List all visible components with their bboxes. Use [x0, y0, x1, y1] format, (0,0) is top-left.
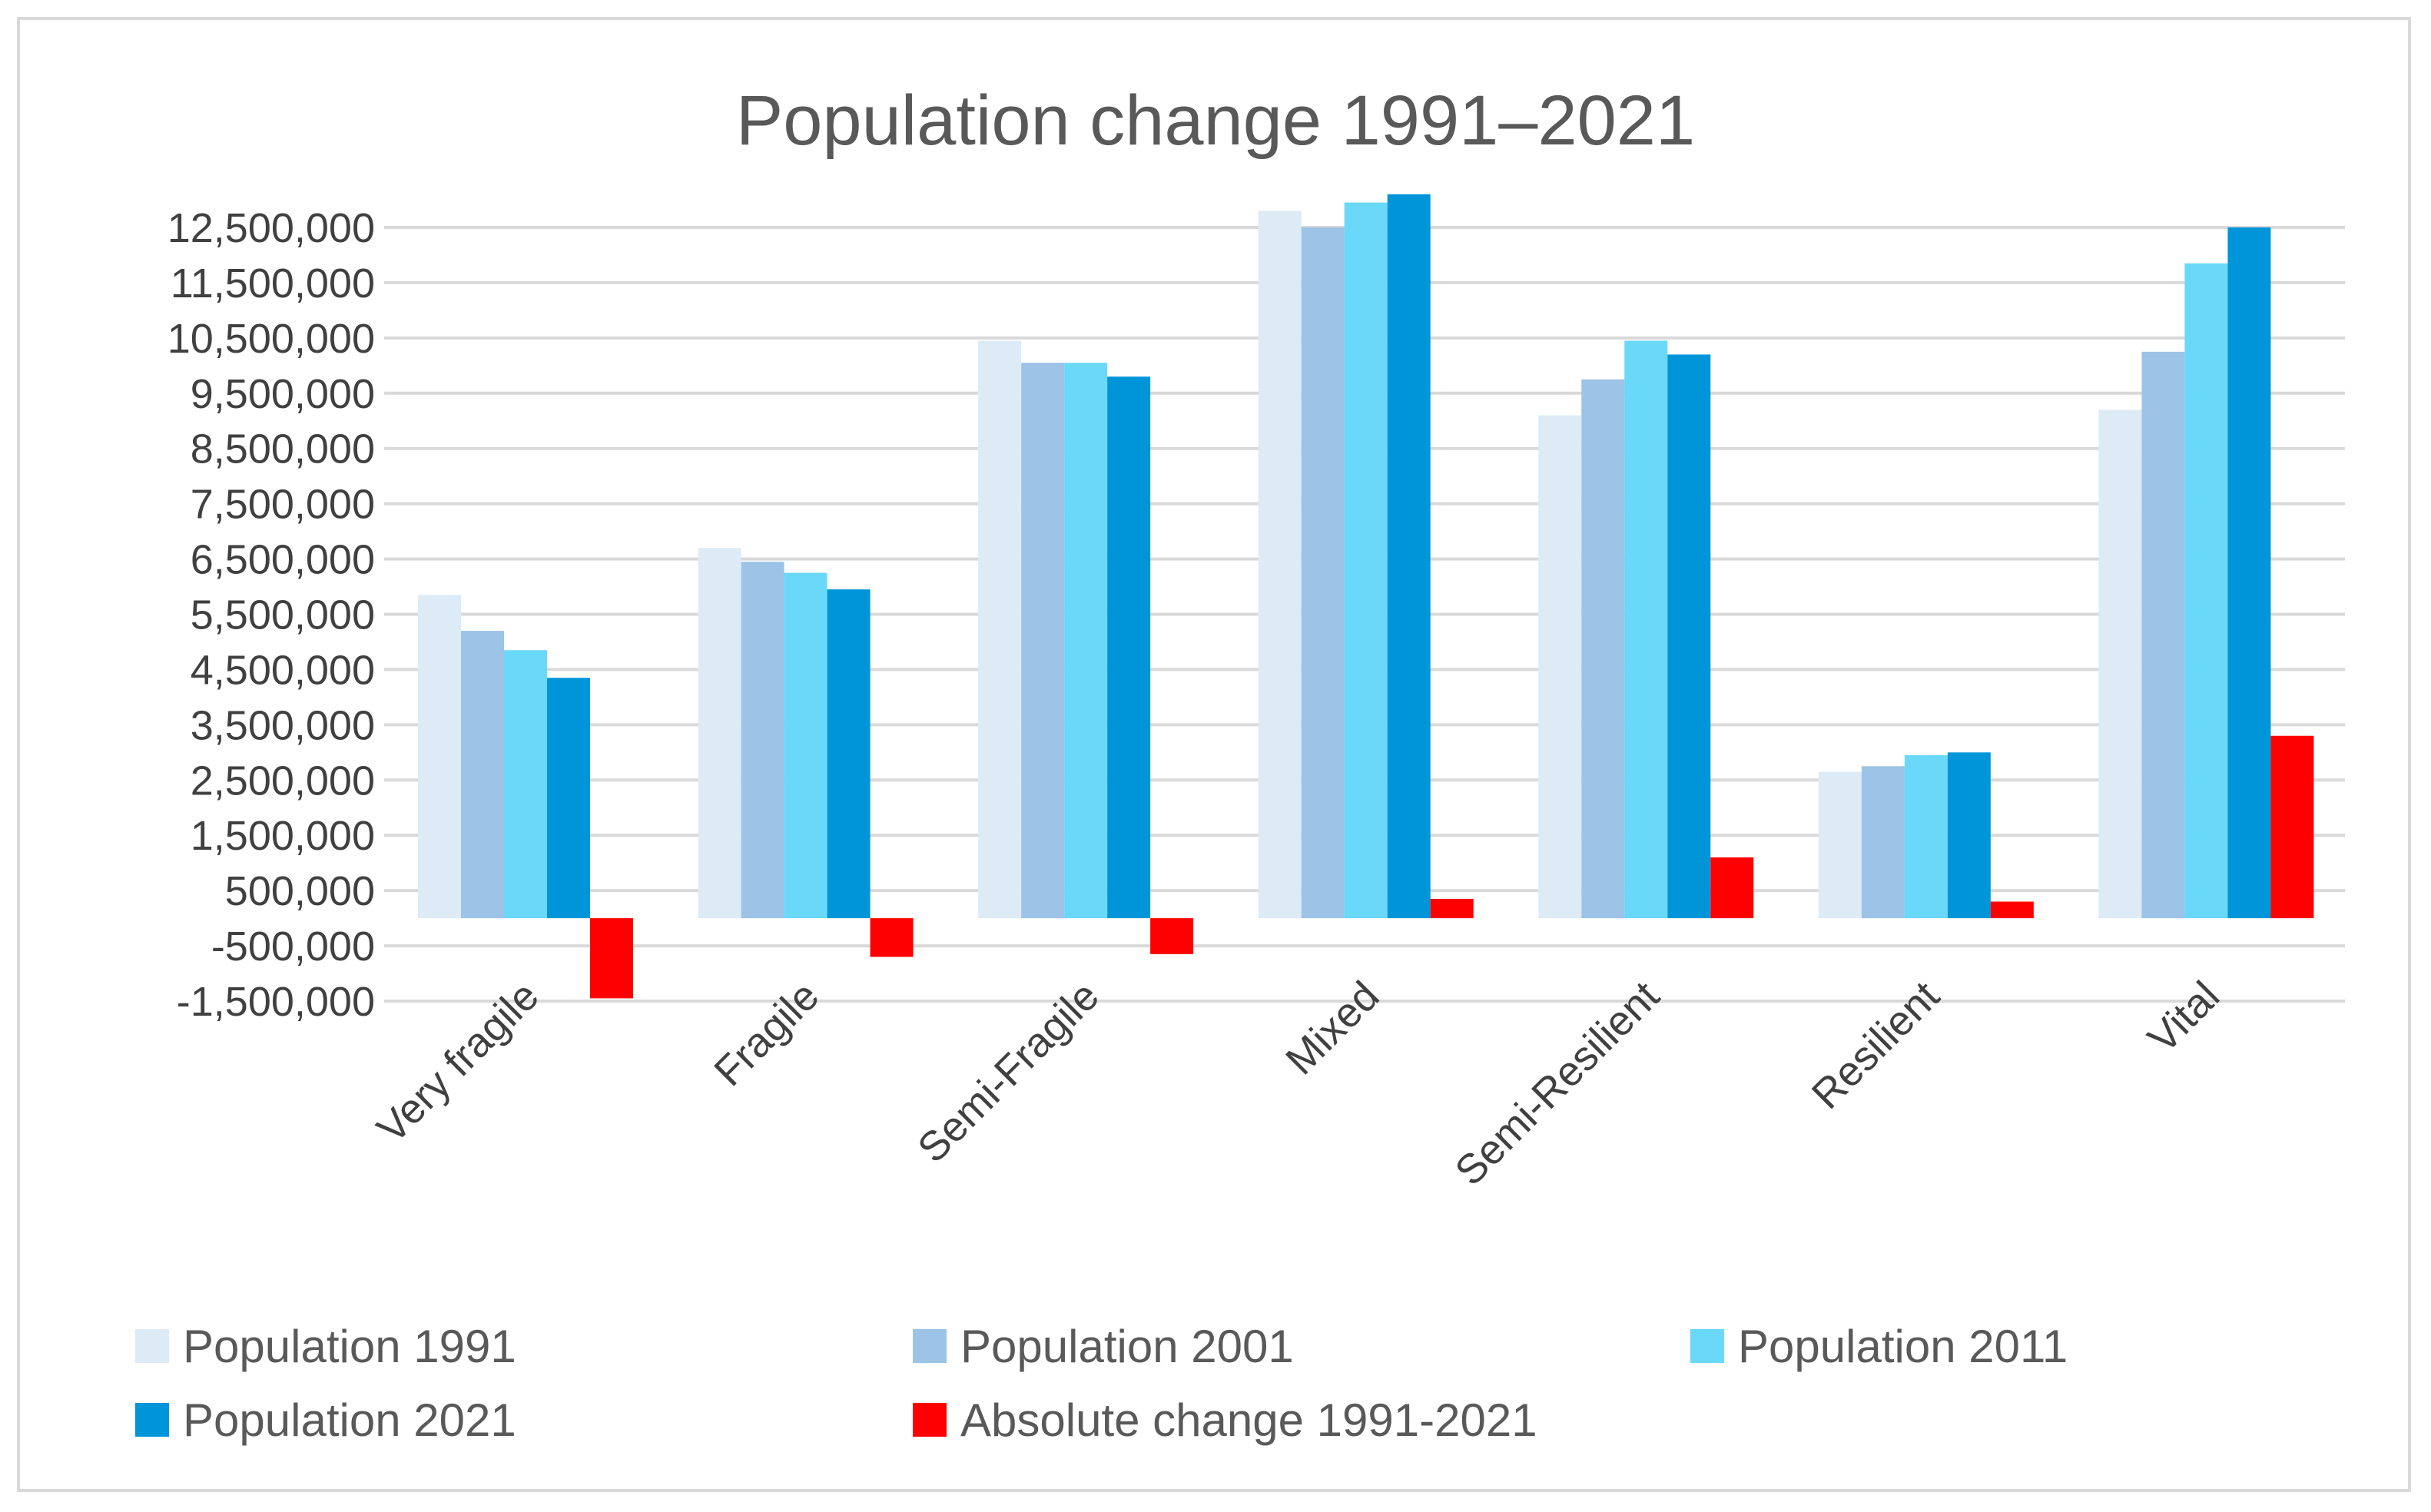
bar-population-2011-resilient	[1904, 754, 1948, 919]
y-tick-label: 4,500,000	[191, 647, 375, 693]
bar-absolute-change-1991-2021-semi-resilient	[1710, 857, 1754, 919]
bar-population-2001-resilient	[1861, 766, 1905, 919]
bar-population-2001-mixed	[1301, 227, 1345, 919]
y-tick-label: 9,500,000	[191, 371, 375, 417]
y-tick-label: 10,500,000	[167, 316, 375, 362]
legend-label: Absolute change 1991-2021	[960, 1394, 1537, 1446]
bar-population-1991-mixed	[1258, 211, 1302, 919]
bar-absolute-change-1991-2021-vital	[2270, 735, 2314, 919]
bar-population-2011-semi-fragile	[1064, 363, 1108, 919]
category-label: Vital	[2139, 973, 2228, 1062]
legend-swatch	[135, 1329, 169, 1363]
bar-population-2001-vital	[2141, 351, 2185, 919]
bar-population-1991-vital	[2098, 410, 2142, 919]
bar-population-2011-vital	[2184, 263, 2228, 919]
bar-population-1991-fragile	[698, 548, 741, 919]
bar-absolute-change-1991-2021-fragile	[870, 918, 914, 957]
category-label: Mixed	[1277, 973, 1388, 1083]
legend-swatch	[913, 1403, 947, 1437]
legend-swatch	[135, 1403, 169, 1437]
y-tick-label: 12,500,000	[167, 205, 375, 251]
legend-label: Population 2021	[183, 1394, 516, 1446]
bar-population-2011-semi-resilient	[1624, 340, 1668, 919]
y-tick-label: -500,000	[211, 923, 375, 970]
y-axis-tick-labels: 12,500,000 11,500,000 10,500,000 9,500,000 8…	[167, 205, 375, 1025]
legend-swatch	[913, 1329, 947, 1363]
bar-population-1991-very-fragile	[418, 595, 461, 919]
y-tick-label: 500,000	[225, 868, 375, 914]
bar-population-2001-semi-fragile	[1021, 363, 1065, 919]
y-tick-label: 5,500,000	[191, 592, 375, 638]
bar-population-2021-resilient	[1947, 752, 1991, 919]
bar-population-2001-very-fragile	[461, 631, 504, 919]
bar-absolute-change-1991-2021-resilient	[1990, 901, 2034, 919]
bar-population-2021-semi-resilient	[1667, 354, 1711, 919]
bar-population-2021-vital	[2227, 227, 2271, 919]
bar-population-1991-semi-resilient	[1538, 415, 1582, 919]
legend-label: Population 2011	[1738, 1321, 2068, 1372]
chart-title: Population change 1991–2021	[736, 81, 1695, 160]
bar-population-2011-fragile	[784, 572, 827, 919]
bar-population-2021-semi-fragile	[1107, 376, 1151, 919]
bar-absolute-change-1991-2021-very-fragile	[590, 918, 633, 999]
bar-population-2011-mixed	[1344, 202, 1388, 919]
legend-swatch	[1690, 1329, 1724, 1363]
y-tick-label: 2,500,000	[191, 758, 375, 804]
y-tick-label: 1,500,000	[191, 813, 375, 859]
chart-frame	[17, 17, 2411, 1492]
y-tick-label: 6,500,000	[191, 537, 375, 583]
category-label: Fragile	[705, 973, 827, 1095]
y-tick-label: 7,500,000	[191, 482, 375, 528]
bar-population-2011-very-fragile	[504, 650, 547, 919]
bar-population-1991-resilient	[1818, 771, 1862, 919]
bars	[418, 194, 2314, 999]
bar-population-2021-mixed	[1387, 194, 1431, 919]
y-tick-label: 11,500,000	[171, 260, 375, 307]
bar-absolute-change-1991-2021-mixed	[1430, 898, 1474, 919]
bar-population-1991-semi-fragile	[978, 340, 1022, 919]
category-label: Resilient	[1803, 973, 1948, 1118]
bar-population-2021-fragile	[827, 589, 871, 919]
y-tick-label: 3,500,000	[191, 702, 375, 748]
y-tick-label: 8,500,000	[191, 426, 375, 472]
bar-population-2001-semi-resilient	[1581, 379, 1625, 919]
bar-population-2001-fragile	[741, 562, 784, 919]
x-axis-category-labels: Very fragile Fragile Semi-Fragile Mixed Semi…	[368, 973, 2228, 1195]
y-tick-label: -1,500,000	[177, 979, 375, 1025]
legend-label: Population 2001	[960, 1321, 1294, 1372]
bar-absolute-change-1991-2021-semi-fragile	[1150, 918, 1194, 954]
bar-population-2021-very-fragile	[547, 678, 590, 919]
legend: Population 1991 Population 2001 Population…	[135, 1321, 2068, 1446]
category-label: Semi-Resilient	[1446, 973, 1668, 1195]
legend-label: Population 1991	[183, 1321, 516, 1372]
